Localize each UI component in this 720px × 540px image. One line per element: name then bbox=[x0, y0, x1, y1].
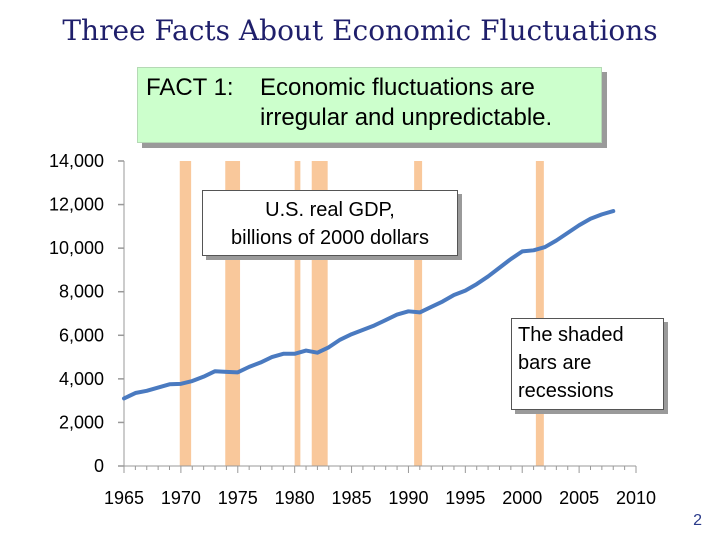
x-tick-label: 1965 bbox=[104, 488, 144, 508]
x-tick-label: 1975 bbox=[218, 488, 258, 508]
y-tick-label: 6,000 bbox=[59, 325, 104, 345]
y-tick-label: 8,000 bbox=[59, 282, 104, 302]
gdp-series-line bbox=[122, 209, 616, 401]
page-number: 2 bbox=[693, 512, 702, 529]
page-title: Three Facts About Economic Fluctuations bbox=[62, 14, 658, 47]
recession-bar-6 bbox=[535, 161, 544, 466]
x-tick-label: 1970 bbox=[161, 488, 201, 508]
y-tick-label: 14,000 bbox=[49, 151, 104, 171]
fact-label: FACT 1: bbox=[146, 74, 234, 101]
recession-bar-1 bbox=[179, 161, 192, 466]
recession-annotation-line2: bars are bbox=[518, 352, 592, 374]
fact-box: FACT 1: Economic fluctuations are irregu… bbox=[137, 67, 602, 143]
gdp-annotation-line1: U.S. real GDP, bbox=[265, 199, 395, 221]
recession-annotation-line1: The shaded bbox=[518, 324, 624, 346]
recession-annotation: The shaded bars are recessions bbox=[511, 318, 664, 410]
recession-bar-3 bbox=[294, 161, 301, 466]
y-tick-label: 12,000 bbox=[49, 195, 104, 215]
x-tick-label: 1985 bbox=[332, 488, 372, 508]
x-tick-label: 2005 bbox=[559, 488, 599, 508]
x-tick-label: 1990 bbox=[388, 488, 428, 508]
fact-text-line2: irregular and unpredictable. bbox=[260, 104, 553, 131]
x-tick-label: 1980 bbox=[275, 488, 315, 508]
x-tick-label: 2000 bbox=[502, 488, 542, 508]
recession-annotation-line3: recessions bbox=[518, 380, 614, 402]
x-tick-label: 1995 bbox=[445, 488, 485, 508]
y-tick-label: 10,000 bbox=[49, 238, 104, 258]
gdp-annotation: U.S. real GDP, billions of 2000 dollars bbox=[202, 190, 458, 256]
x-tick-label: 2010 bbox=[616, 488, 656, 508]
y-tick-label: 2,000 bbox=[59, 412, 104, 432]
gdp-annotation-line2: billions of 2000 dollars bbox=[231, 227, 429, 249]
y-tick-label: 0 bbox=[94, 456, 104, 476]
fact-text-line1: Economic fluctuations are bbox=[260, 74, 535, 101]
y-tick-label: 4,000 bbox=[59, 369, 104, 389]
